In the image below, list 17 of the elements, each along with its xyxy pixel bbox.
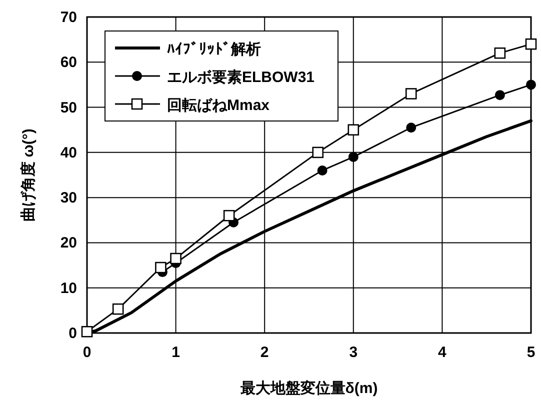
x-tick-label: 1 — [172, 344, 180, 361]
y-tick-label: 40 — [60, 144, 77, 162]
x-tick-label: 5 — [526, 344, 536, 361]
y-tick-label: 50 — [60, 99, 77, 116]
x-tick-label: 4 — [438, 344, 448, 361]
y-tick-label: 30 — [60, 190, 77, 207]
y-tick-label: 20 — [60, 234, 77, 252]
y-axis-title: 曲げ角度 ω(°) — [19, 128, 37, 222]
y-tick-label: 10 — [60, 280, 77, 297]
y-tick-label: 70 — [60, 9, 77, 26]
y-tick-label: 0 — [68, 325, 77, 342]
y-tick-label: 60 — [60, 54, 77, 72]
x-tick-label: 0 — [82, 344, 92, 361]
x-tick-label: 3 — [349, 344, 358, 361]
x-axis-title: 最大地盤変位量δ(m) — [239, 379, 378, 397]
x-tick-label: 2 — [260, 344, 269, 361]
legend-label: ﾊｲﾌﾞﾘｯﾄﾞ解析 — [167, 41, 261, 58]
